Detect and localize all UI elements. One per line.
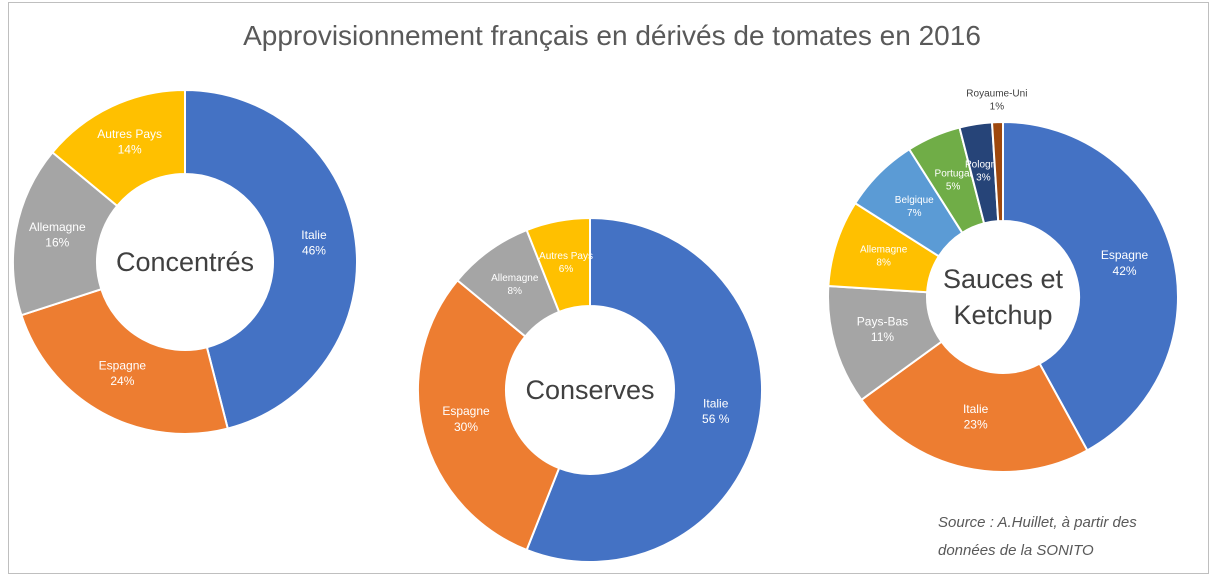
donut-segment bbox=[990, 120, 1004, 223]
segment-value: 14% bbox=[118, 142, 142, 156]
donut-segment bbox=[1002, 120, 1180, 452]
segment-value: 8% bbox=[508, 286, 523, 297]
segment-label: Allemagne bbox=[860, 245, 908, 256]
segment-label: Espagne bbox=[99, 358, 147, 372]
segment-value: 11% bbox=[871, 330, 894, 344]
donut-segment bbox=[525, 216, 591, 314]
donut-segment bbox=[20, 287, 229, 435]
segment-value: 23% bbox=[964, 417, 988, 431]
donut-segment bbox=[525, 216, 763, 563]
segment-value: 5% bbox=[946, 181, 961, 192]
segment-value: 42% bbox=[1113, 264, 1137, 278]
segment-value: 7% bbox=[907, 208, 922, 219]
chart-title: Approvisionnement français en dérivés de… bbox=[243, 20, 981, 51]
segment-value: 8% bbox=[876, 258, 891, 269]
segment-value: 30% bbox=[454, 420, 478, 434]
donut-center-label: Concentrés bbox=[115, 247, 255, 277]
segment-label: Autres Pays bbox=[97, 127, 162, 141]
segment-label: Italie bbox=[963, 402, 989, 416]
segment-value: 16% bbox=[45, 236, 69, 250]
segment-label: Pays-Bas bbox=[857, 314, 908, 328]
segment-label: Autres Pays bbox=[539, 251, 593, 262]
segment-label: Portugal bbox=[935, 168, 972, 179]
segment-value: 6% bbox=[559, 264, 574, 275]
segment-label: Espagne bbox=[442, 404, 490, 418]
segment-value: 3% bbox=[976, 173, 991, 184]
frame bbox=[8, 2, 1209, 574]
donut-segment bbox=[184, 88, 358, 430]
donut-center-label: Sauces et Ketchup bbox=[942, 264, 1064, 330]
segment-label: Espagne bbox=[1101, 248, 1149, 262]
donut-segment bbox=[51, 88, 186, 208]
segment-label: Allemagne bbox=[29, 220, 86, 234]
donut-segment bbox=[860, 340, 1089, 474]
segment-label: Belgique bbox=[895, 195, 934, 206]
segment-label: Italie bbox=[301, 228, 327, 242]
segment-label: Italie bbox=[703, 396, 729, 410]
source: Source : A.Huillet, à partir des bbox=[938, 514, 1137, 531]
segment-value: 1% bbox=[990, 102, 1005, 113]
segment-value: 24% bbox=[110, 374, 134, 388]
donut-center-label: Conserves bbox=[525, 375, 655, 405]
segment-label: Royaume-Uni bbox=[966, 89, 1027, 100]
segment-label: Pologne bbox=[965, 160, 1002, 171]
source: données de la SONITO bbox=[938, 542, 1094, 559]
donut-segment bbox=[417, 278, 561, 552]
segment-value: 56 % bbox=[702, 412, 730, 426]
segment-value: 46% bbox=[302, 244, 326, 258]
segment-label: Allemagne bbox=[491, 273, 539, 284]
